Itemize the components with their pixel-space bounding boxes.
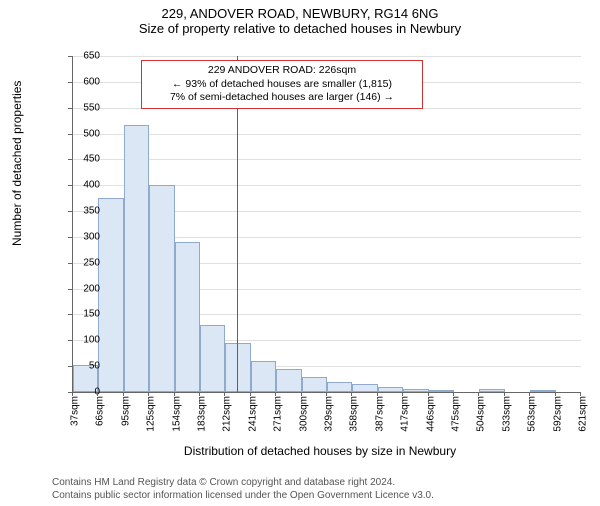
x-tick-label: 621sqm xyxy=(578,396,589,432)
x-tick-label: 358sqm xyxy=(349,396,360,432)
x-tick-label: 241sqm xyxy=(247,396,258,432)
y-tick-label: 300 xyxy=(70,231,100,242)
x-tick-label: 95sqm xyxy=(120,396,131,426)
x-tick-label: 125sqm xyxy=(146,396,157,432)
x-tick-label: 387sqm xyxy=(374,396,385,432)
x-tick-label: 533sqm xyxy=(501,396,512,432)
histogram-bar xyxy=(403,389,428,392)
histogram-bar xyxy=(98,198,123,392)
x-tick-label: 37sqm xyxy=(70,396,81,426)
y-tick-label: 200 xyxy=(70,283,100,294)
x-tick-label: 66sqm xyxy=(95,396,106,426)
histogram-bar xyxy=(124,125,149,392)
plot-area: 229 ANDOVER ROAD: 226sqm← 93% of detache… xyxy=(72,56,581,393)
page-title-line2: Size of property relative to detached ho… xyxy=(0,21,600,36)
y-tick-label: 600 xyxy=(70,76,100,87)
x-tick-label: 271sqm xyxy=(273,396,284,432)
footer-line1: Contains HM Land Registry data © Crown c… xyxy=(52,476,434,489)
histogram-bar xyxy=(352,384,377,392)
histogram-bar xyxy=(149,185,174,392)
histogram-bar xyxy=(378,387,403,392)
histogram-bar xyxy=(327,382,352,392)
y-tick-label: 550 xyxy=(70,102,100,113)
histogram-bar xyxy=(479,389,504,392)
annot-line3: 7% of semi-detached houses are larger (1… xyxy=(148,91,416,105)
histogram-bar xyxy=(302,377,327,393)
y-tick-label: 100 xyxy=(70,335,100,346)
x-tick-label: 329sqm xyxy=(324,396,335,432)
y-tick-label: 50 xyxy=(70,361,100,372)
y-tick-label: 350 xyxy=(70,206,100,217)
histogram-bar xyxy=(530,390,555,392)
histogram-bar xyxy=(276,369,301,392)
x-axis-label: Distribution of detached houses by size … xyxy=(50,444,590,458)
footer-attribution: Contains HM Land Registry data © Crown c… xyxy=(52,476,434,502)
histogram-bar xyxy=(175,242,200,392)
x-tick-label: 475sqm xyxy=(451,396,462,432)
y-axis-label: Number of detached properties xyxy=(10,81,24,246)
y-tick-label: 650 xyxy=(70,51,100,62)
annot-line2: ← 93% of detached houses are smaller (1,… xyxy=(148,78,416,92)
x-tick-label: 446sqm xyxy=(425,396,436,432)
x-tick-label: 183sqm xyxy=(197,396,208,432)
histogram-bar xyxy=(429,390,454,392)
x-tick-label: 592sqm xyxy=(552,396,563,432)
x-tick-label: 417sqm xyxy=(400,396,411,432)
y-tick-label: 400 xyxy=(70,180,100,191)
annotation-box: 229 ANDOVER ROAD: 226sqm← 93% of detache… xyxy=(141,60,423,109)
x-tick-label: 300sqm xyxy=(298,396,309,432)
annot-line1: 229 ANDOVER ROAD: 226sqm xyxy=(148,64,416,78)
x-tick-label: 154sqm xyxy=(171,396,182,432)
y-tick-label: 150 xyxy=(70,309,100,320)
chart-container: 229 ANDOVER ROAD: 226sqm← 93% of detache… xyxy=(50,52,590,432)
y-tick-label: 250 xyxy=(70,257,100,268)
footer-line2: Contains public sector information licen… xyxy=(52,489,434,502)
x-tick-label: 504sqm xyxy=(476,396,487,432)
histogram-bar xyxy=(251,361,276,392)
y-tick-label: 500 xyxy=(70,128,100,139)
x-tick-label: 212sqm xyxy=(222,396,233,432)
histogram-bar xyxy=(200,325,225,392)
x-tick-label: 563sqm xyxy=(527,396,538,432)
y-tick-label: 450 xyxy=(70,154,100,165)
page-title-line1: 229, ANDOVER ROAD, NEWBURY, RG14 6NG xyxy=(0,6,600,21)
